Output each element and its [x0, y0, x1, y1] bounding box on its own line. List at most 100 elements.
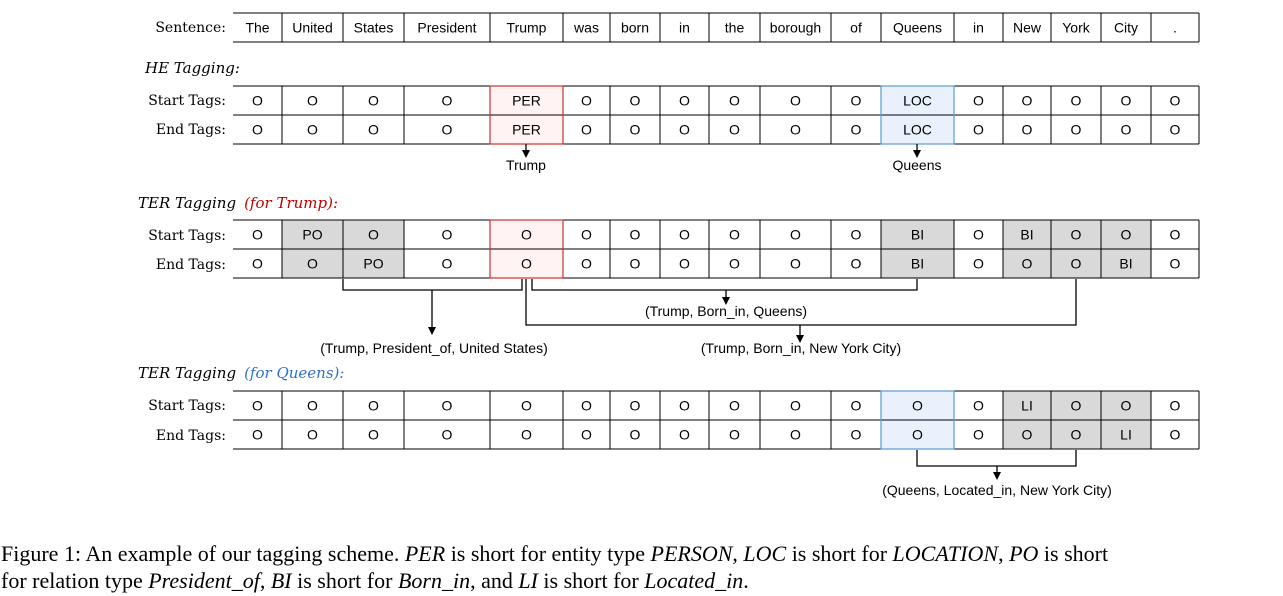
he-start-tag: O — [252, 93, 263, 109]
located-in-bracket — [916, 450, 1077, 467]
ter-queens-cell-bg — [404, 420, 490, 449]
sentence-cell-bg — [709, 13, 760, 42]
he-end-tag: O — [1022, 122, 1033, 138]
ter-queens-cell-bg — [1051, 391, 1101, 420]
sentence-token: Queens — [893, 20, 942, 36]
ter-trump-cell-bg — [610, 249, 660, 278]
he-cell-bg — [490, 115, 563, 144]
ter-queens-cell-bg — [954, 420, 1003, 449]
he-cell-bg — [1051, 86, 1101, 115]
relation-queens-located-in: (Queens, Located_in, New York City) — [882, 482, 1112, 498]
ter-trump-title-main: TER Tagging — [138, 194, 236, 212]
ter-trump-end-tag: O — [973, 256, 984, 272]
ter-queens-cell-bg — [610, 420, 660, 449]
ter-trump-cell-bg — [831, 220, 881, 249]
ter-trump-cell-bg — [709, 220, 760, 249]
ter-trump-end-tag: O — [252, 256, 263, 272]
he-cell-bg — [1101, 86, 1151, 115]
ter-queens-cell-bg — [1003, 391, 1051, 420]
born-in-nyc-bracket — [525, 279, 1077, 326]
ter-trump-cell-bg — [610, 220, 660, 249]
he-cell-bg — [610, 115, 660, 144]
he-cell-bg — [1003, 115, 1051, 144]
sentence-token: President — [417, 20, 476, 36]
he-start-tag: O — [442, 93, 453, 109]
sentence-cell-bg — [1003, 13, 1051, 42]
he-tagging-table: O O O O PER O O O O O O LOC O O O O OO O O O PER O O O O O O LOC O O O… — [233, 85, 1200, 145]
ter-queens-start-tag: O — [368, 398, 379, 414]
ter-queens-end-tag: O — [679, 427, 690, 443]
caption-part: is short — [1038, 541, 1109, 566]
ter-trump-cell-bg — [490, 220, 563, 249]
relation-trump-born-in-queens: (Trump, Born_in, Queens) — [645, 303, 807, 319]
sentence-token: City — [1114, 20, 1138, 36]
ter-trump-start-tag: BI — [1020, 227, 1033, 243]
he-start-tag: PER — [512, 93, 541, 109]
ter-queens-loc-highlight — [880, 390, 955, 450]
he-cell-bg — [660, 86, 709, 115]
he-cell-bg — [1151, 86, 1199, 115]
caption-part: , — [998, 541, 1010, 566]
ter-trump-cell-bg — [282, 249, 343, 278]
sentence-row: The United States President Trump was born in th… — [233, 12, 1200, 43]
president-of-bracket — [342, 279, 523, 291]
he-start-tags-label: Start Tags: — [148, 93, 226, 109]
he-entity-queens: Queens — [892, 157, 941, 173]
sentence-token: of — [850, 20, 862, 36]
he-end-tag: O — [851, 122, 862, 138]
he-tagging-title: HE Tagging: — [144, 59, 240, 77]
ter-queens-cell-bg — [1101, 420, 1151, 449]
sentence-token: in — [679, 20, 690, 36]
sentence-cell-bg — [881, 13, 954, 42]
he-cell-bg — [881, 115, 954, 144]
sentence-cell-bg — [1051, 13, 1101, 42]
ter-queens-cell-bg — [954, 391, 1003, 420]
ter-queens-start-tag: O — [442, 398, 453, 414]
ter-trump-start-tag: O — [521, 227, 532, 243]
sentence-token: York — [1062, 20, 1091, 36]
ter-trump-end-tag: O — [442, 256, 453, 272]
ter-queens-cell-bg — [881, 420, 954, 449]
ter-trump-start-tag: O — [442, 227, 453, 243]
ter-queens-cell-bg — [1101, 391, 1151, 420]
ter-queens-cell-bg — [760, 391, 831, 420]
caption-part: , — [732, 541, 744, 566]
ter-trump-per-highlight — [489, 219, 564, 279]
ter-trump-cell-bg — [343, 220, 404, 249]
he-start-tag: O — [1071, 93, 1082, 109]
he-start-tag: O — [851, 93, 862, 109]
figure-caption: Figure 1: An example of our tagging sche… — [1, 540, 1283, 594]
ter-queens-cell-bg — [660, 391, 709, 420]
ter-trump-end-tag: O — [1022, 256, 1033, 272]
ter-trump-cell-bg — [1003, 249, 1051, 278]
ter-trump-end-tag: O — [729, 256, 740, 272]
ter-trump-start-tag: O — [851, 227, 862, 243]
ter-queens-start-tag: O — [679, 398, 690, 414]
he-end-tag: O — [790, 122, 801, 138]
ter-trump-end-tag: BI — [911, 256, 924, 272]
sentence-cell-bg — [233, 13, 282, 42]
ter-queens-cell-bg — [1151, 420, 1199, 449]
ter-trump-cell-bg — [881, 249, 954, 278]
ter-trump-cell-bg — [490, 249, 563, 278]
ter-trump-end-tag: O — [581, 256, 592, 272]
he-cell-bg — [1051, 115, 1101, 144]
he-cell-bg — [954, 115, 1003, 144]
he-end-tag: O — [581, 122, 592, 138]
ter-trump-end-tags-label: End Tags: — [156, 257, 226, 273]
ter-queens-start-tag: O — [1071, 398, 1082, 414]
caption-term-bi: BI — [270, 568, 292, 593]
sentence-token: United — [292, 20, 332, 36]
ter-trump-cell-bg — [1051, 220, 1101, 249]
he-cell-bg — [233, 86, 282, 115]
caption-term-po: PO — [1009, 541, 1039, 566]
ter-queens-start-tag: O — [581, 398, 592, 414]
he-start-tag: O — [630, 93, 641, 109]
ter-queens-start-tag: O — [851, 398, 862, 414]
ter-trump-cell-bg — [831, 249, 881, 278]
he-cell-bg — [282, 115, 343, 144]
ter-trump-title: TER Tagging (for Trump): — [138, 194, 338, 212]
ter-queens-end-tag: O — [1022, 427, 1033, 443]
he-cell-bg — [282, 86, 343, 115]
ter-trump-cell-bg — [233, 220, 282, 249]
